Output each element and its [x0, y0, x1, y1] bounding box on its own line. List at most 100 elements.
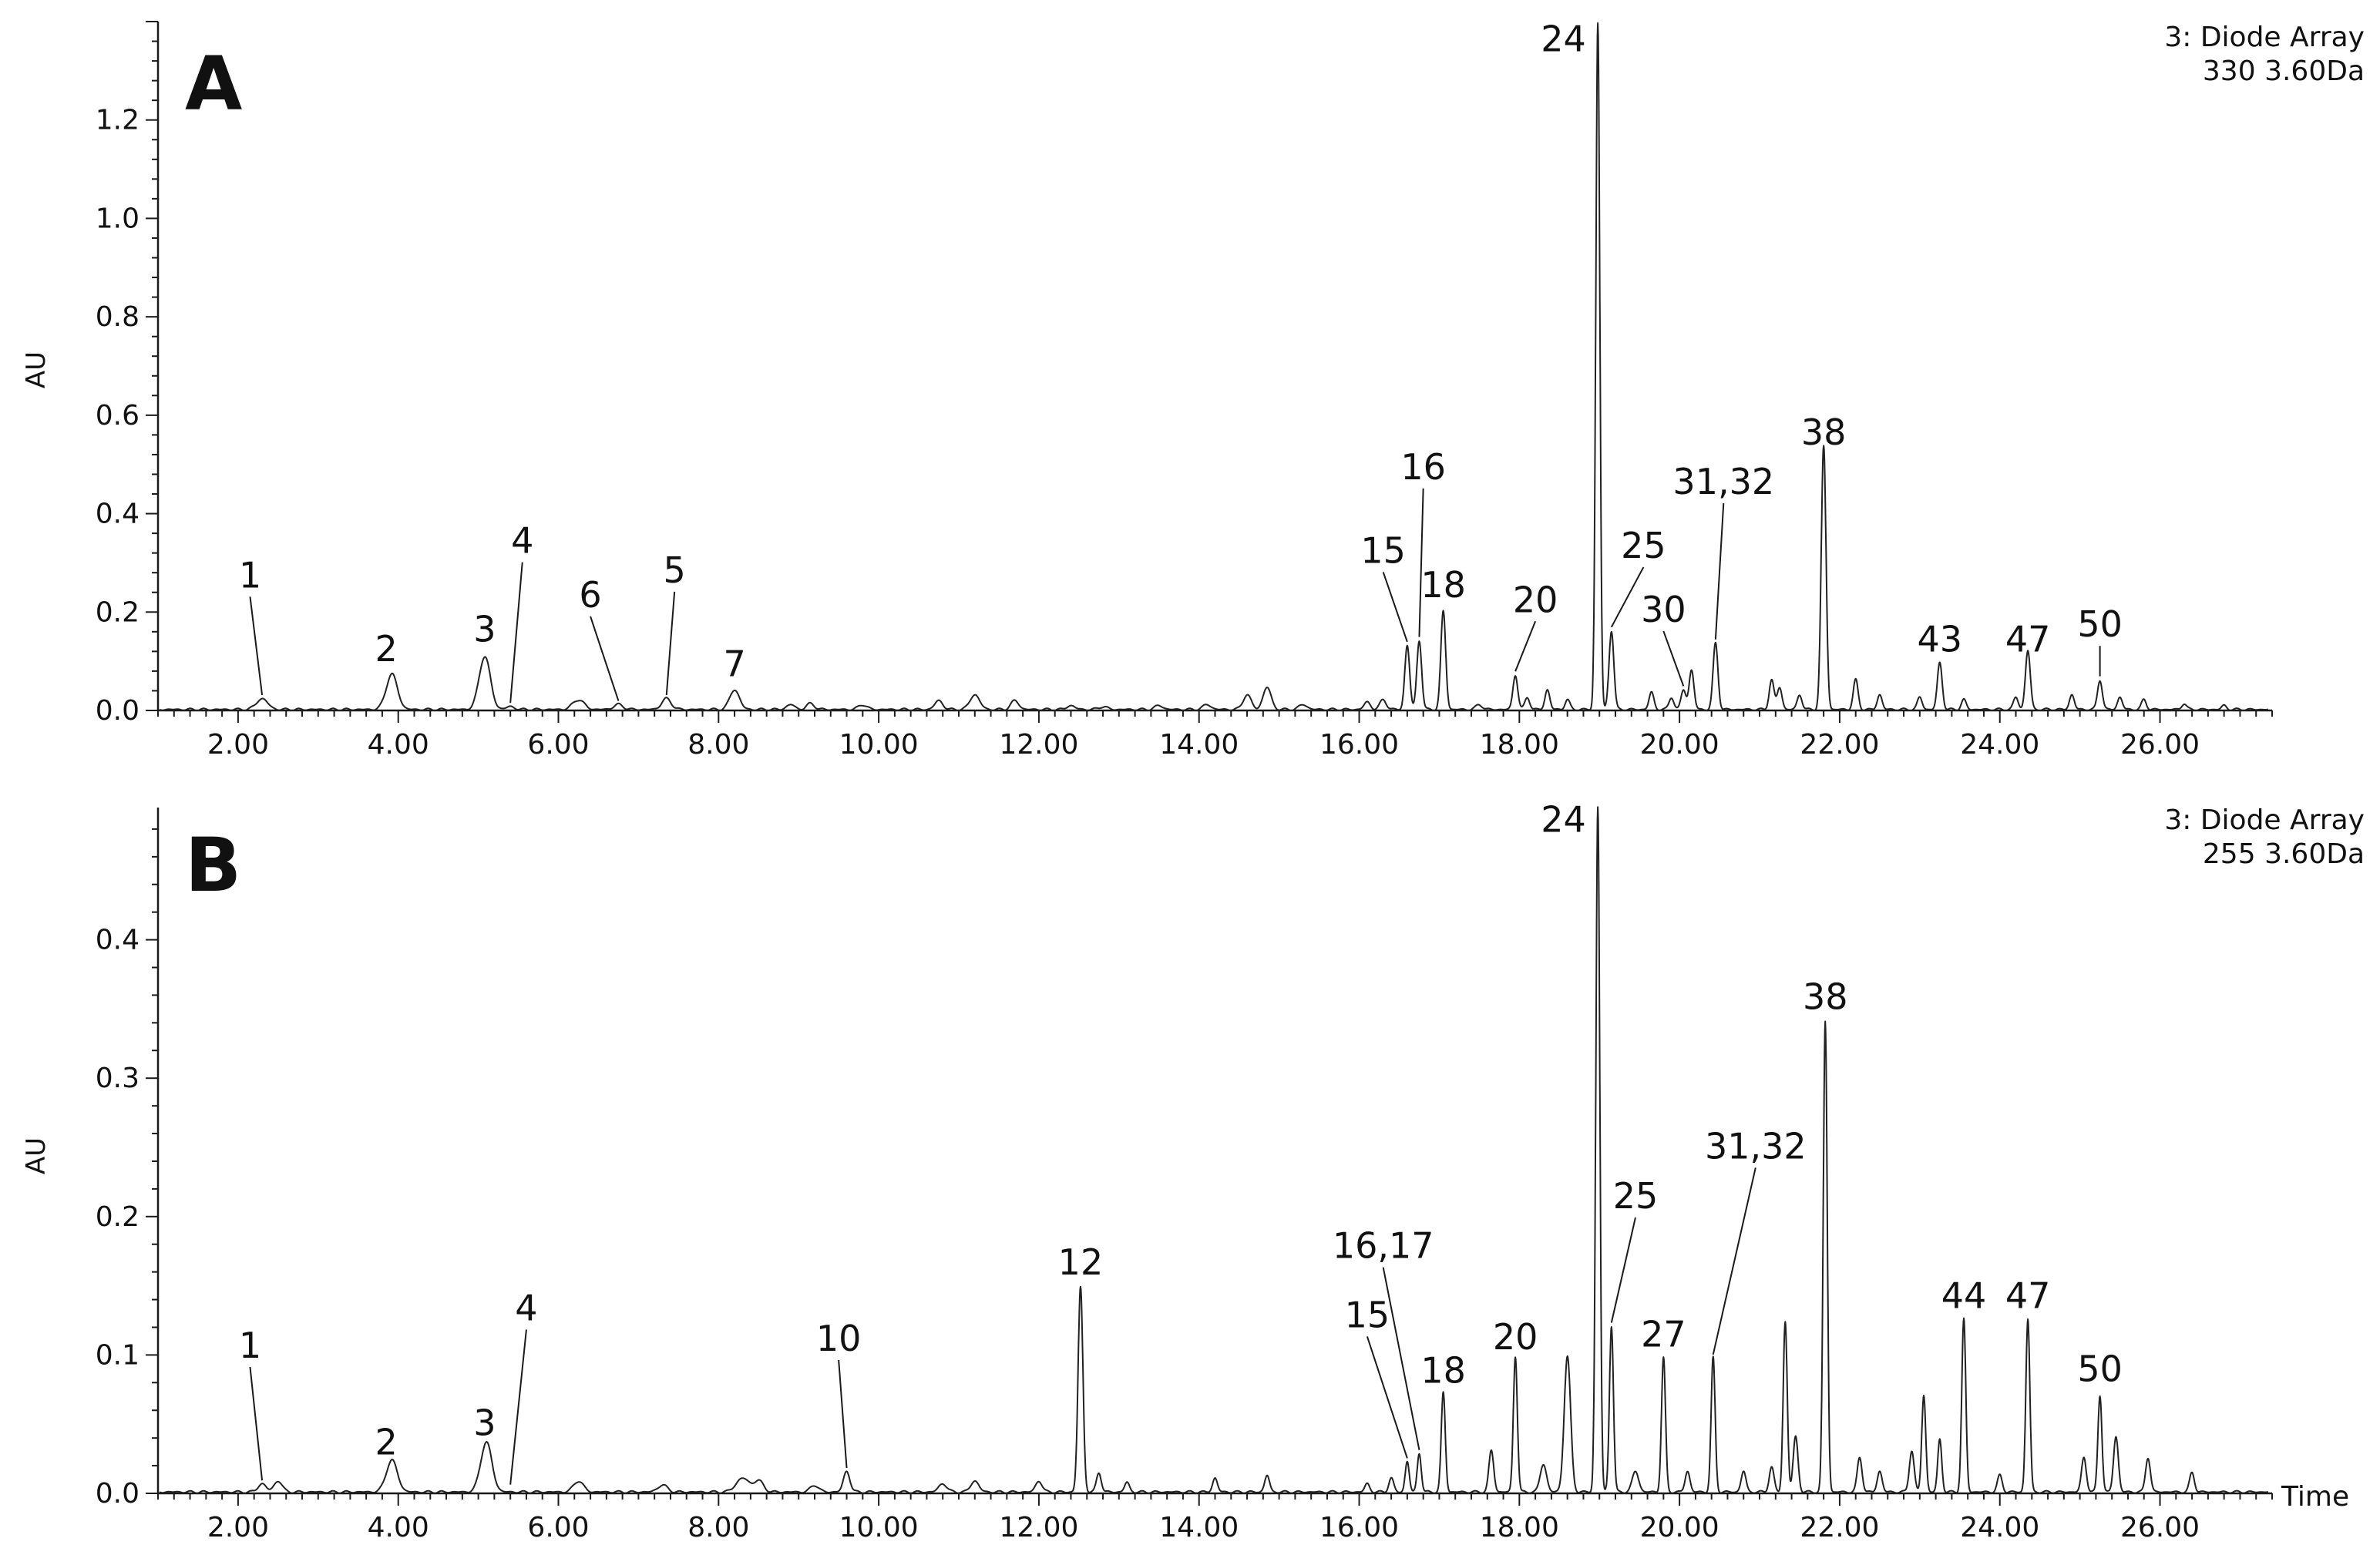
peak-label: 16,17: [1333, 1225, 1434, 1267]
x-tick-label: 16.00: [1319, 729, 1399, 761]
x-tick-label: 6.00: [527, 1512, 589, 1543]
peak-label: 2: [375, 1422, 397, 1463]
peak-label: 44: [1941, 1275, 1987, 1316]
y-tick-label: 0.2: [96, 596, 140, 628]
peak-label: 4: [515, 1288, 537, 1329]
chromatogram-trace-line: [159, 22, 2269, 711]
x-tick-label: 26.00: [2120, 1512, 2200, 1543]
y-tick-label: 0.0: [96, 1478, 140, 1510]
peak-label: 1: [239, 1325, 261, 1366]
panel-a: A 3: Diode Array 330 3.60Da AU 2.00 4.00 6…: [21, 18, 2365, 761]
x-tick-label: 4.00: [368, 1512, 429, 1543]
x-tick-label: 8.00: [687, 729, 749, 761]
panel-b-trace: [159, 806, 2269, 1494]
peak-label: 3: [473, 1402, 496, 1444]
peak-label: 47: [2005, 618, 2051, 660]
x-tick-label: 22.00: [1800, 1512, 1879, 1543]
peak-label: 24: [1541, 18, 1586, 59]
peak-label: 3: [473, 609, 496, 650]
peak-leader-line: [1382, 572, 1408, 643]
panel-a-annotations: 1 2 3 4 6 5 7 15 16 18 20 24 25 30 31,32 38 43 47 50: [239, 18, 2123, 704]
x-tick-label: 10.00: [839, 729, 919, 761]
panel-b: B 3: Diode Array 255 3.60Da AU Time 2.00…: [21, 799, 2365, 1543]
x-tick-label: 12.00: [999, 729, 1078, 761]
peak-label: 38: [1803, 976, 1848, 1017]
panel-a-detector-setting: 330 3.60Da: [2203, 55, 2365, 87]
peak-label: 27: [1641, 1314, 1686, 1355]
peak-leader-line: [1714, 502, 1725, 640]
peak-label: 38: [1801, 411, 1847, 453]
x-tick-label: 18.00: [1480, 1512, 1559, 1543]
x-tick-label: 8.00: [687, 1512, 749, 1543]
y-tick-label: 0.2: [96, 1201, 140, 1233]
x-tick-label: 18.00: [1480, 729, 1559, 761]
peak-label: 16: [1400, 446, 1446, 488]
peak-leader-line: [665, 591, 676, 696]
peak-leader-line: [1610, 566, 1645, 628]
peak-label: 20: [1493, 1316, 1538, 1358]
x-tick-label: 26.00: [2120, 729, 2200, 761]
panel-a-axes: 2.00 4.00 6.00 8.00 10.00 12.00 14.00 16.00 18.0…: [96, 21, 2273, 761]
peak-leader-line: [509, 562, 523, 704]
peak-label: 2: [375, 628, 397, 670]
peak-label: 30: [1641, 589, 1686, 630]
x-tick-label: 12.00: [999, 1512, 1078, 1543]
peak-label: 4: [511, 520, 533, 562]
peak-label: 15: [1360, 529, 1406, 571]
x-tick-label: 20.00: [1640, 729, 1719, 761]
peak-label: 47: [2005, 1275, 2051, 1316]
peak-label: 1: [239, 554, 261, 596]
peak-leader-line: [838, 1359, 848, 1469]
peak-label: 7: [723, 643, 745, 684]
panel-b-x-axis-label: Time: [2281, 1481, 2349, 1513]
peak-leader-line: [1382, 1267, 1420, 1450]
x-tick-label: 2.00: [207, 1512, 269, 1543]
peak-leader-line: [249, 1366, 264, 1481]
peak-leader-line: [249, 596, 264, 696]
peak-label: 20: [1513, 579, 1558, 620]
peak-leader-line: [1418, 488, 1424, 637]
peak-label: 18: [1420, 1349, 1466, 1391]
peak-label: 31,32: [1672, 461, 1774, 502]
peak-leader-line: [1514, 620, 1537, 672]
y-tick-label: 0.3: [96, 1063, 140, 1094]
peak-label: 15: [1345, 1294, 1390, 1335]
panel-a-trace: [159, 22, 2269, 711]
y-tick-label: 1.2: [96, 105, 140, 136]
peak-label: 25: [1613, 1175, 1659, 1217]
x-tick-label: 4.00: [368, 729, 429, 761]
x-tick-label: 6.00: [527, 729, 589, 761]
x-tick-label: 14.00: [1159, 729, 1239, 761]
peak-leader-line: [590, 616, 620, 701]
peak-label: 6: [579, 574, 601, 616]
panel-a-y-axis-label: AU: [21, 351, 52, 388]
peak-label: 18: [1420, 564, 1466, 606]
peak-label: 43: [1918, 618, 1963, 660]
peak-leader-line: [1366, 1336, 1408, 1459]
x-tick-label: 16.00: [1319, 1512, 1399, 1543]
x-tick-label: 14.00: [1159, 1512, 1239, 1543]
panel-a-letter: A: [185, 41, 242, 127]
y-tick-label: 0.4: [96, 499, 140, 530]
peak-label: 10: [816, 1318, 862, 1359]
x-tick-label: 24.00: [1960, 1512, 2039, 1543]
x-tick-label: 24.00: [1960, 729, 2039, 761]
x-tick-label: 2.00: [207, 729, 269, 761]
peak-label: 31,32: [1705, 1125, 1807, 1167]
peak-leader-line: [1610, 1217, 1636, 1323]
peak-leader-line: [1712, 1167, 1756, 1355]
y-tick-label: 0.8: [96, 301, 140, 333]
panel-b-axes: 2.00 4.00 6.00 8.00 10.00 12.00 14.00 16.00 18.0…: [96, 808, 2273, 1543]
y-tick-label: 0.0: [96, 695, 140, 727]
y-tick-label: 0.6: [96, 400, 140, 432]
peak-label: 50: [2077, 1348, 2123, 1390]
panel-b-y-axis-label: AU: [21, 1137, 52, 1174]
x-tick-label: 22.00: [1800, 729, 1879, 761]
peak-label: 50: [2077, 603, 2123, 645]
panel-b-letter: B: [185, 822, 241, 908]
chromatogram-trace-line: [159, 806, 2269, 1494]
peak-leader-line: [1662, 630, 1685, 687]
panel-a-detector-name: 3: Diode Array: [2164, 22, 2365, 53]
